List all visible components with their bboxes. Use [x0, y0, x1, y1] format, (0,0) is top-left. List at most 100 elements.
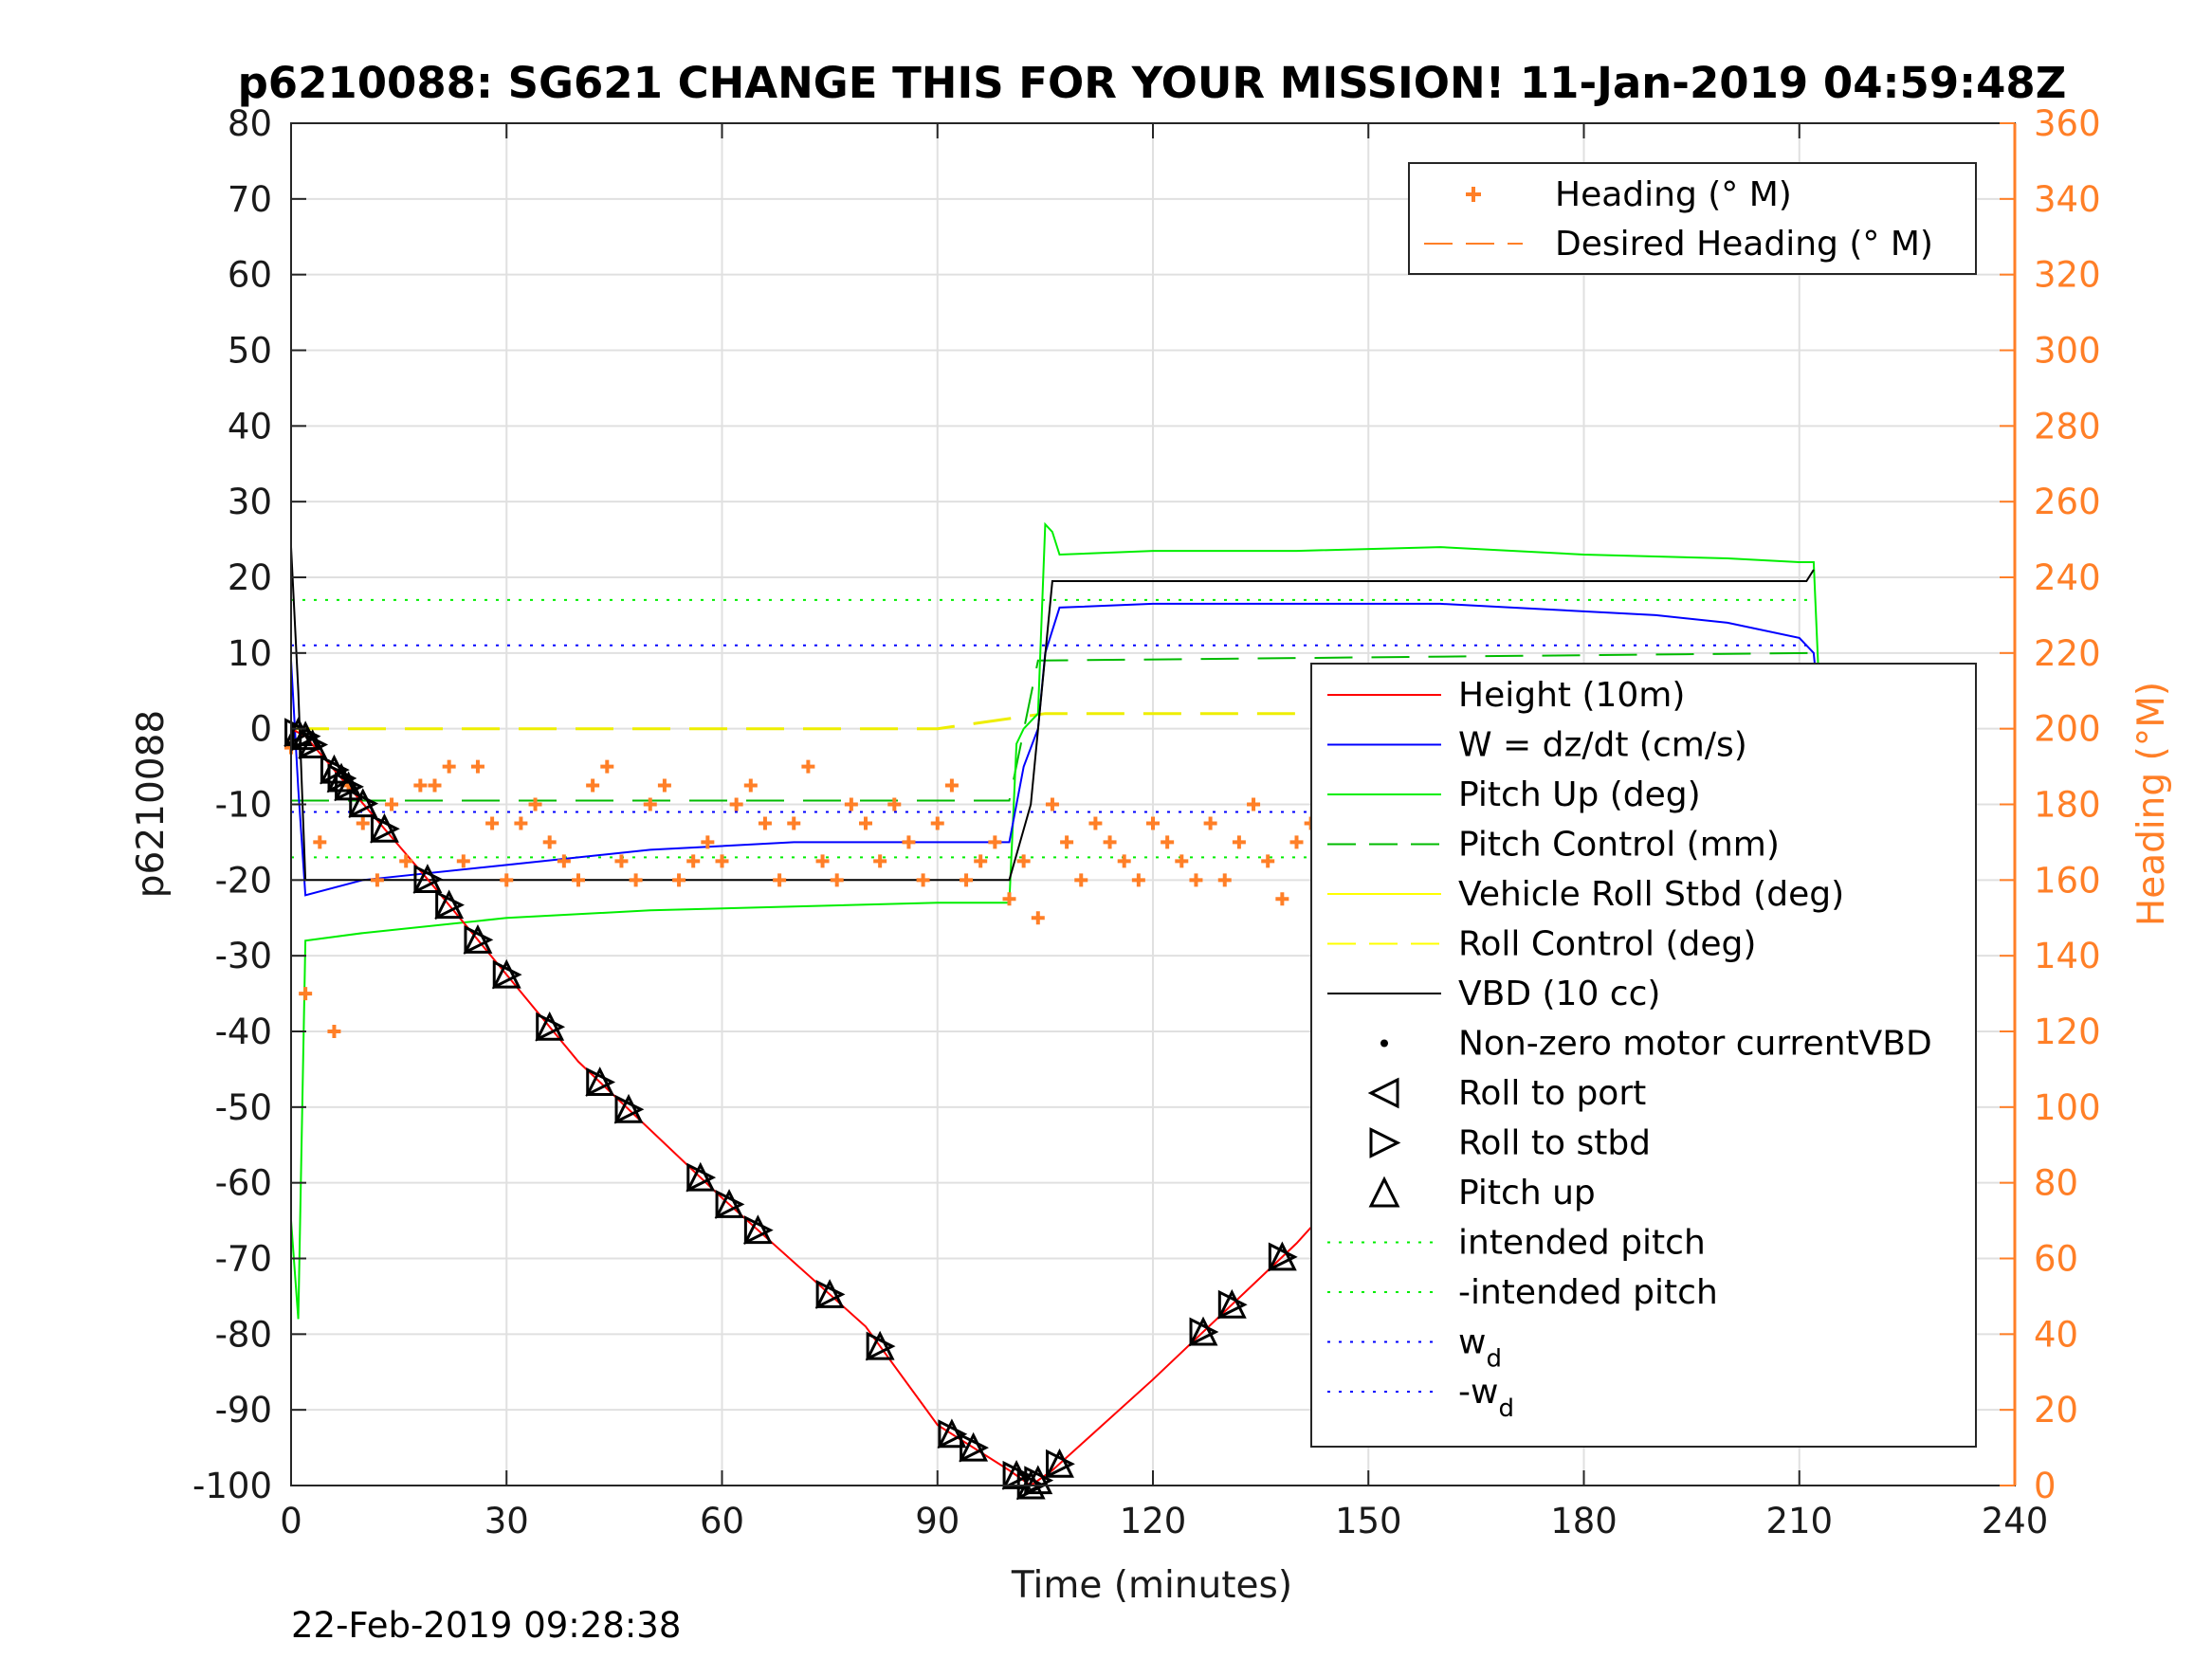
heading-point: [1189, 873, 1203, 887]
heading-point: [787, 816, 801, 830]
pitch-up-marker: [434, 889, 465, 920]
heading-point: [701, 835, 715, 849]
y-tick-label: 80: [228, 103, 272, 144]
heading-point: [902, 835, 916, 849]
heading-point: [1117, 854, 1131, 868]
roll-stbd-marker: [335, 772, 364, 802]
y2-tick-label: 220: [2034, 633, 2101, 674]
roll-stbd-marker: [715, 1189, 745, 1219]
pitch-up-marker: [1216, 1288, 1247, 1319]
roll-stbd-marker: [536, 1012, 566, 1042]
heading-point: [758, 816, 772, 830]
roll-stbd-marker: [815, 1279, 846, 1309]
heading-point: [313, 835, 327, 849]
y2-tick-label: 280: [2034, 406, 2101, 447]
pitch-up-marker: [814, 1279, 845, 1308]
heading-point: [1016, 854, 1031, 868]
pitch-up-marker: [1045, 1448, 1074, 1478]
heading-point: [1161, 835, 1175, 849]
legend-entry-label: W = dz/dt (cm/s): [1458, 726, 1747, 765]
heading-point: [1103, 835, 1117, 849]
heading-point: [456, 854, 470, 868]
heading-point: [586, 778, 600, 793]
pitch-up-marker: [348, 788, 378, 818]
x-tick-label: 0: [280, 1501, 302, 1541]
pitch-up-marker: [714, 1189, 744, 1218]
pitch-up-marker: [412, 864, 443, 893]
y2-tick-label: 180: [2034, 785, 2101, 826]
x-tick-label: 120: [1120, 1501, 1187, 1541]
heading-point: [528, 797, 542, 811]
heading-point: [428, 778, 442, 793]
heading-point: [815, 854, 830, 868]
roll-stbd-marker: [866, 1331, 896, 1361]
pitch-up-marker: [298, 729, 328, 759]
legend-entry-label: intended pitch: [1458, 1224, 1706, 1263]
pitch-up-marker: [865, 1330, 895, 1360]
pitch-up-marker: [959, 1431, 989, 1462]
y2-tick-label: 260: [2034, 482, 2101, 522]
x-tick-label: 90: [915, 1501, 960, 1541]
heading-point: [773, 873, 787, 887]
legend-entry-label: Pitch up: [1458, 1174, 1596, 1212]
legend-entry-label: Roll to port: [1458, 1074, 1646, 1113]
x-tick-label: 240: [1982, 1501, 2049, 1541]
legend-symbol: [1368, 1176, 1400, 1208]
legend-entry-label: -intended pitch: [1458, 1273, 1718, 1312]
heading-point: [399, 854, 413, 868]
heading-point: [1074, 873, 1088, 887]
pitch-up-marker: [937, 1418, 967, 1449]
heading-point: [930, 816, 944, 830]
x-tick-label: 180: [1550, 1501, 1618, 1541]
y-tick-label: 40: [228, 406, 272, 447]
roll-stbd-marker: [1189, 1317, 1219, 1347]
roll-stbd-marker: [586, 1067, 616, 1097]
chart-title: p6210088: SG621 CHANGE THIS FOR YOUR MIS…: [238, 58, 2067, 108]
pitch-up-marker: [686, 1161, 716, 1192]
y-tick-label: -90: [215, 1390, 272, 1431]
pitch-up-marker: [613, 1093, 644, 1123]
roll-stbd-marker: [327, 763, 357, 793]
heading-point: [1146, 816, 1160, 830]
roll-stbd-marker: [614, 1094, 645, 1124]
heading-point: [1131, 873, 1145, 887]
roll-stbd-marker: [686, 1162, 717, 1193]
heading-point: [988, 835, 1002, 849]
heading-point: [370, 873, 384, 887]
heading-point: [859, 816, 872, 830]
legend-entry-label: Heading (° M): [1555, 175, 1792, 214]
heading-point: [500, 873, 514, 887]
heading-point: [643, 797, 657, 811]
legend-entry-label: VBD (10 cc): [1458, 975, 1660, 1013]
roll-stbd-marker: [464, 924, 494, 955]
roll-stbd-marker: [492, 959, 522, 990]
legend-symbol: [1380, 1039, 1388, 1048]
y2-tick-label: 200: [2034, 709, 2101, 750]
pitch-up-marker: [1267, 1241, 1297, 1271]
legend-entry-label: Non-zero motor currentVBD: [1458, 1025, 1932, 1064]
y-tick-label: -80: [215, 1314, 272, 1355]
y-tick-label: 30: [228, 482, 272, 522]
y2-tick-label: 300: [2034, 331, 2101, 372]
heading-point: [1045, 797, 1059, 811]
heading-point: [729, 797, 743, 811]
pitch-up-marker: [535, 1011, 565, 1041]
y2-tick-label: 40: [2034, 1314, 2078, 1355]
heading-point: [715, 854, 729, 868]
y-tick-label: -100: [192, 1466, 272, 1506]
x-tick-label: 150: [1335, 1501, 1402, 1541]
heading-point: [1261, 854, 1275, 868]
heading-point: [413, 778, 428, 793]
heading-point: [470, 759, 484, 774]
timestamp: 22-Feb-2019 09:28:38: [291, 1605, 681, 1646]
heading-point: [960, 873, 974, 887]
heading-point: [1232, 835, 1246, 849]
heading-point: [327, 1025, 341, 1038]
legend-entry-label: Roll Control (deg): [1458, 925, 1756, 964]
roll-stbd-marker: [320, 755, 350, 785]
heading-point: [1217, 873, 1232, 887]
roll-stbd-marker: [1268, 1242, 1298, 1272]
roll-stbd-marker: [349, 789, 379, 819]
y-tick-label: -50: [215, 1087, 272, 1128]
legend-top-box: [1408, 162, 1977, 275]
